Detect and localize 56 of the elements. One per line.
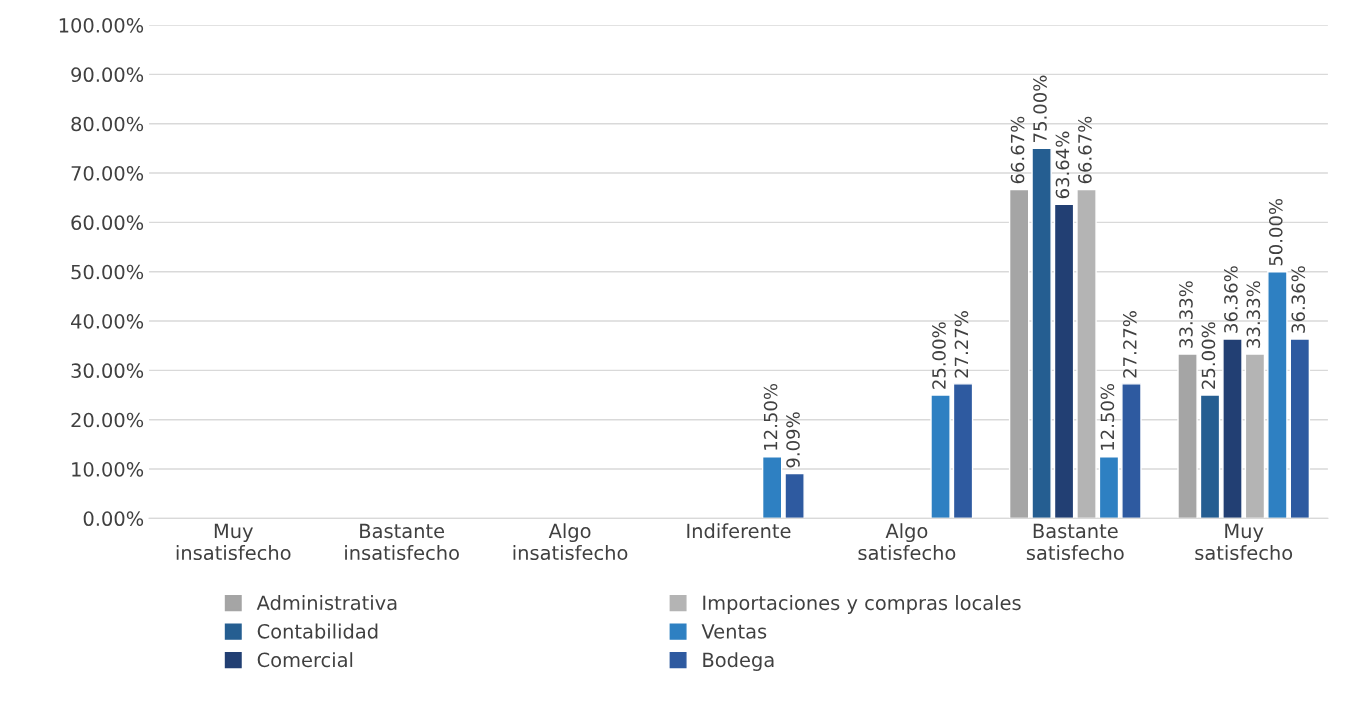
x-tick-label: Indiferente xyxy=(687,523,791,539)
bar xyxy=(952,383,974,519)
y-tick-label: 30.00% xyxy=(71,363,144,379)
bar xyxy=(1098,456,1120,519)
legend-label: Importaciones y compras locales xyxy=(703,595,1021,614)
data-label: 66.67% xyxy=(1078,116,1092,184)
x-tick-label: Bastante insatisfecho xyxy=(345,523,459,561)
data-label: 25.00% xyxy=(1201,322,1216,389)
bar xyxy=(1076,188,1097,519)
y-tick-label: 100.00% xyxy=(59,17,144,33)
data-label: 27.27% xyxy=(1123,311,1137,378)
data-label: 36.36% xyxy=(1224,266,1238,333)
y-tick-label: 80.00% xyxy=(71,116,144,132)
data-label: 12.50% xyxy=(763,383,778,450)
bar xyxy=(1267,271,1288,519)
y-tick-label: 20.00% xyxy=(71,412,144,428)
bar xyxy=(1121,383,1142,519)
data-label: 63.64% xyxy=(1055,131,1070,199)
bar xyxy=(1177,353,1198,519)
bar xyxy=(1222,338,1243,519)
y-tick-label: 10.00% xyxy=(72,462,144,477)
bar xyxy=(1289,338,1311,519)
y-tick-label: 0.00% xyxy=(83,511,144,527)
legend-label: Administrativa xyxy=(256,595,397,611)
x-tick-label: Muy insatisfecho xyxy=(176,523,291,561)
bar xyxy=(1244,353,1266,519)
data-label: 25.00% xyxy=(932,322,946,389)
legend-label: Comercial xyxy=(257,652,353,668)
data-label: 33.33% xyxy=(1179,281,1193,348)
x-tick-label: Muy satisfecho xyxy=(1195,523,1293,561)
y-tick-label: 50.00% xyxy=(71,264,144,280)
data-label: 9.09% xyxy=(786,412,800,468)
data-label: 66.67% xyxy=(1010,116,1025,184)
y-tick-label: 60.00% xyxy=(71,215,144,231)
legend-label: Contabilidad xyxy=(257,623,378,639)
bar xyxy=(1008,188,1030,519)
data-label: 12.50% xyxy=(1100,383,1115,450)
bar xyxy=(1053,203,1075,519)
x-tick-label: Algo satisfecho xyxy=(858,523,956,561)
bar xyxy=(1031,147,1052,519)
x-tick-label: Algo insatisfecho xyxy=(513,523,628,561)
legend-label: Ventas xyxy=(701,624,767,639)
legend-label: Bodega xyxy=(703,652,774,671)
bar xyxy=(784,472,805,519)
bar xyxy=(1199,394,1221,519)
data-label: 50.00% xyxy=(1268,198,1283,266)
y-tick-label: 70.00% xyxy=(71,165,144,181)
data-label: 27.27% xyxy=(954,311,969,378)
x-tick-label: Bastante satisfecho xyxy=(1026,523,1124,561)
data-label: 75.00% xyxy=(1033,75,1047,142)
y-tick-label: 40.00% xyxy=(71,313,144,329)
bar xyxy=(761,456,783,519)
data-label: 36.36% xyxy=(1291,266,1306,333)
bar xyxy=(930,394,951,519)
y-tick-label: 90.00% xyxy=(71,67,144,83)
data-label: 33.33% xyxy=(1246,281,1261,348)
